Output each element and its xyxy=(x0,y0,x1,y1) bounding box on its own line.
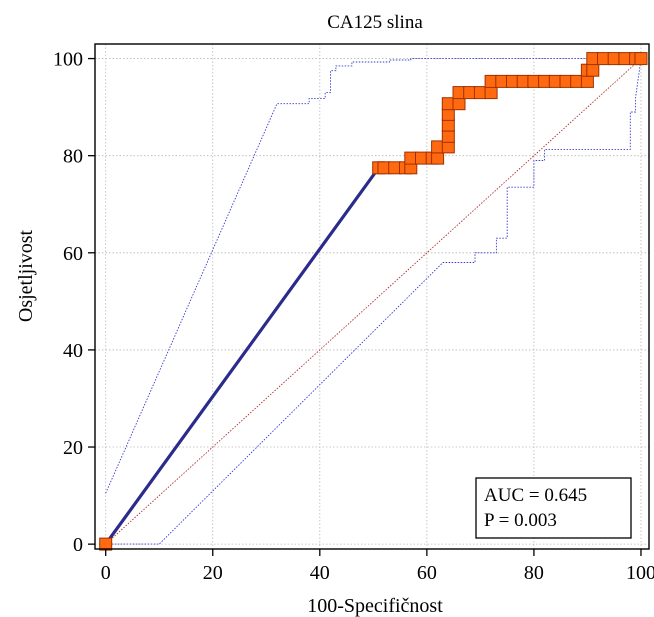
roc-point xyxy=(441,107,455,121)
y-tick-label: 0 xyxy=(73,534,83,556)
x-tick-label: 60 xyxy=(417,562,437,584)
y-tick-label: 60 xyxy=(63,243,83,265)
y-tick-label: 80 xyxy=(63,146,83,168)
roc-point xyxy=(441,129,455,143)
grid xyxy=(95,44,649,549)
y-tick-label: 100 xyxy=(53,49,83,71)
ci-upper-line xyxy=(105,58,641,494)
chart-title: CA125 slina xyxy=(327,12,423,33)
x-axis-label: 100-Specifičnost xyxy=(307,595,443,617)
x-tick-label: 40 xyxy=(310,562,330,584)
annotation-box xyxy=(475,477,632,539)
roc-point xyxy=(431,151,445,165)
x-tick-label: 100 xyxy=(626,562,654,584)
y-axis-label: Osjetljivost xyxy=(15,229,37,322)
diagonal-reference-line xyxy=(105,58,642,545)
roc-point xyxy=(634,52,648,66)
confidence-bounds xyxy=(105,58,642,545)
roc-point xyxy=(452,97,466,111)
roc-point xyxy=(484,86,498,100)
diagonal-line xyxy=(105,58,642,545)
y-tick-label: 20 xyxy=(63,437,83,459)
axes: 0 20 40 60 80 100 0 20 40 60 80 100 xyxy=(53,49,654,584)
roc-points xyxy=(99,52,648,551)
auc-annotation: AUC = 0.645 P = 0.003 xyxy=(475,477,632,539)
roc-point xyxy=(580,74,594,88)
roc-point xyxy=(388,161,402,175)
roc-point xyxy=(586,63,600,77)
y-tick-label: 40 xyxy=(63,340,83,362)
roc-point xyxy=(99,537,113,551)
x-tick-label: 20 xyxy=(203,562,223,584)
plot-frame xyxy=(94,43,650,550)
x-tick-label: 80 xyxy=(524,562,544,584)
x-tick-label: 0 xyxy=(101,562,111,584)
auc-text: AUC = 0.645 xyxy=(484,485,587,506)
p-value-text: P = 0.003 xyxy=(484,510,557,531)
